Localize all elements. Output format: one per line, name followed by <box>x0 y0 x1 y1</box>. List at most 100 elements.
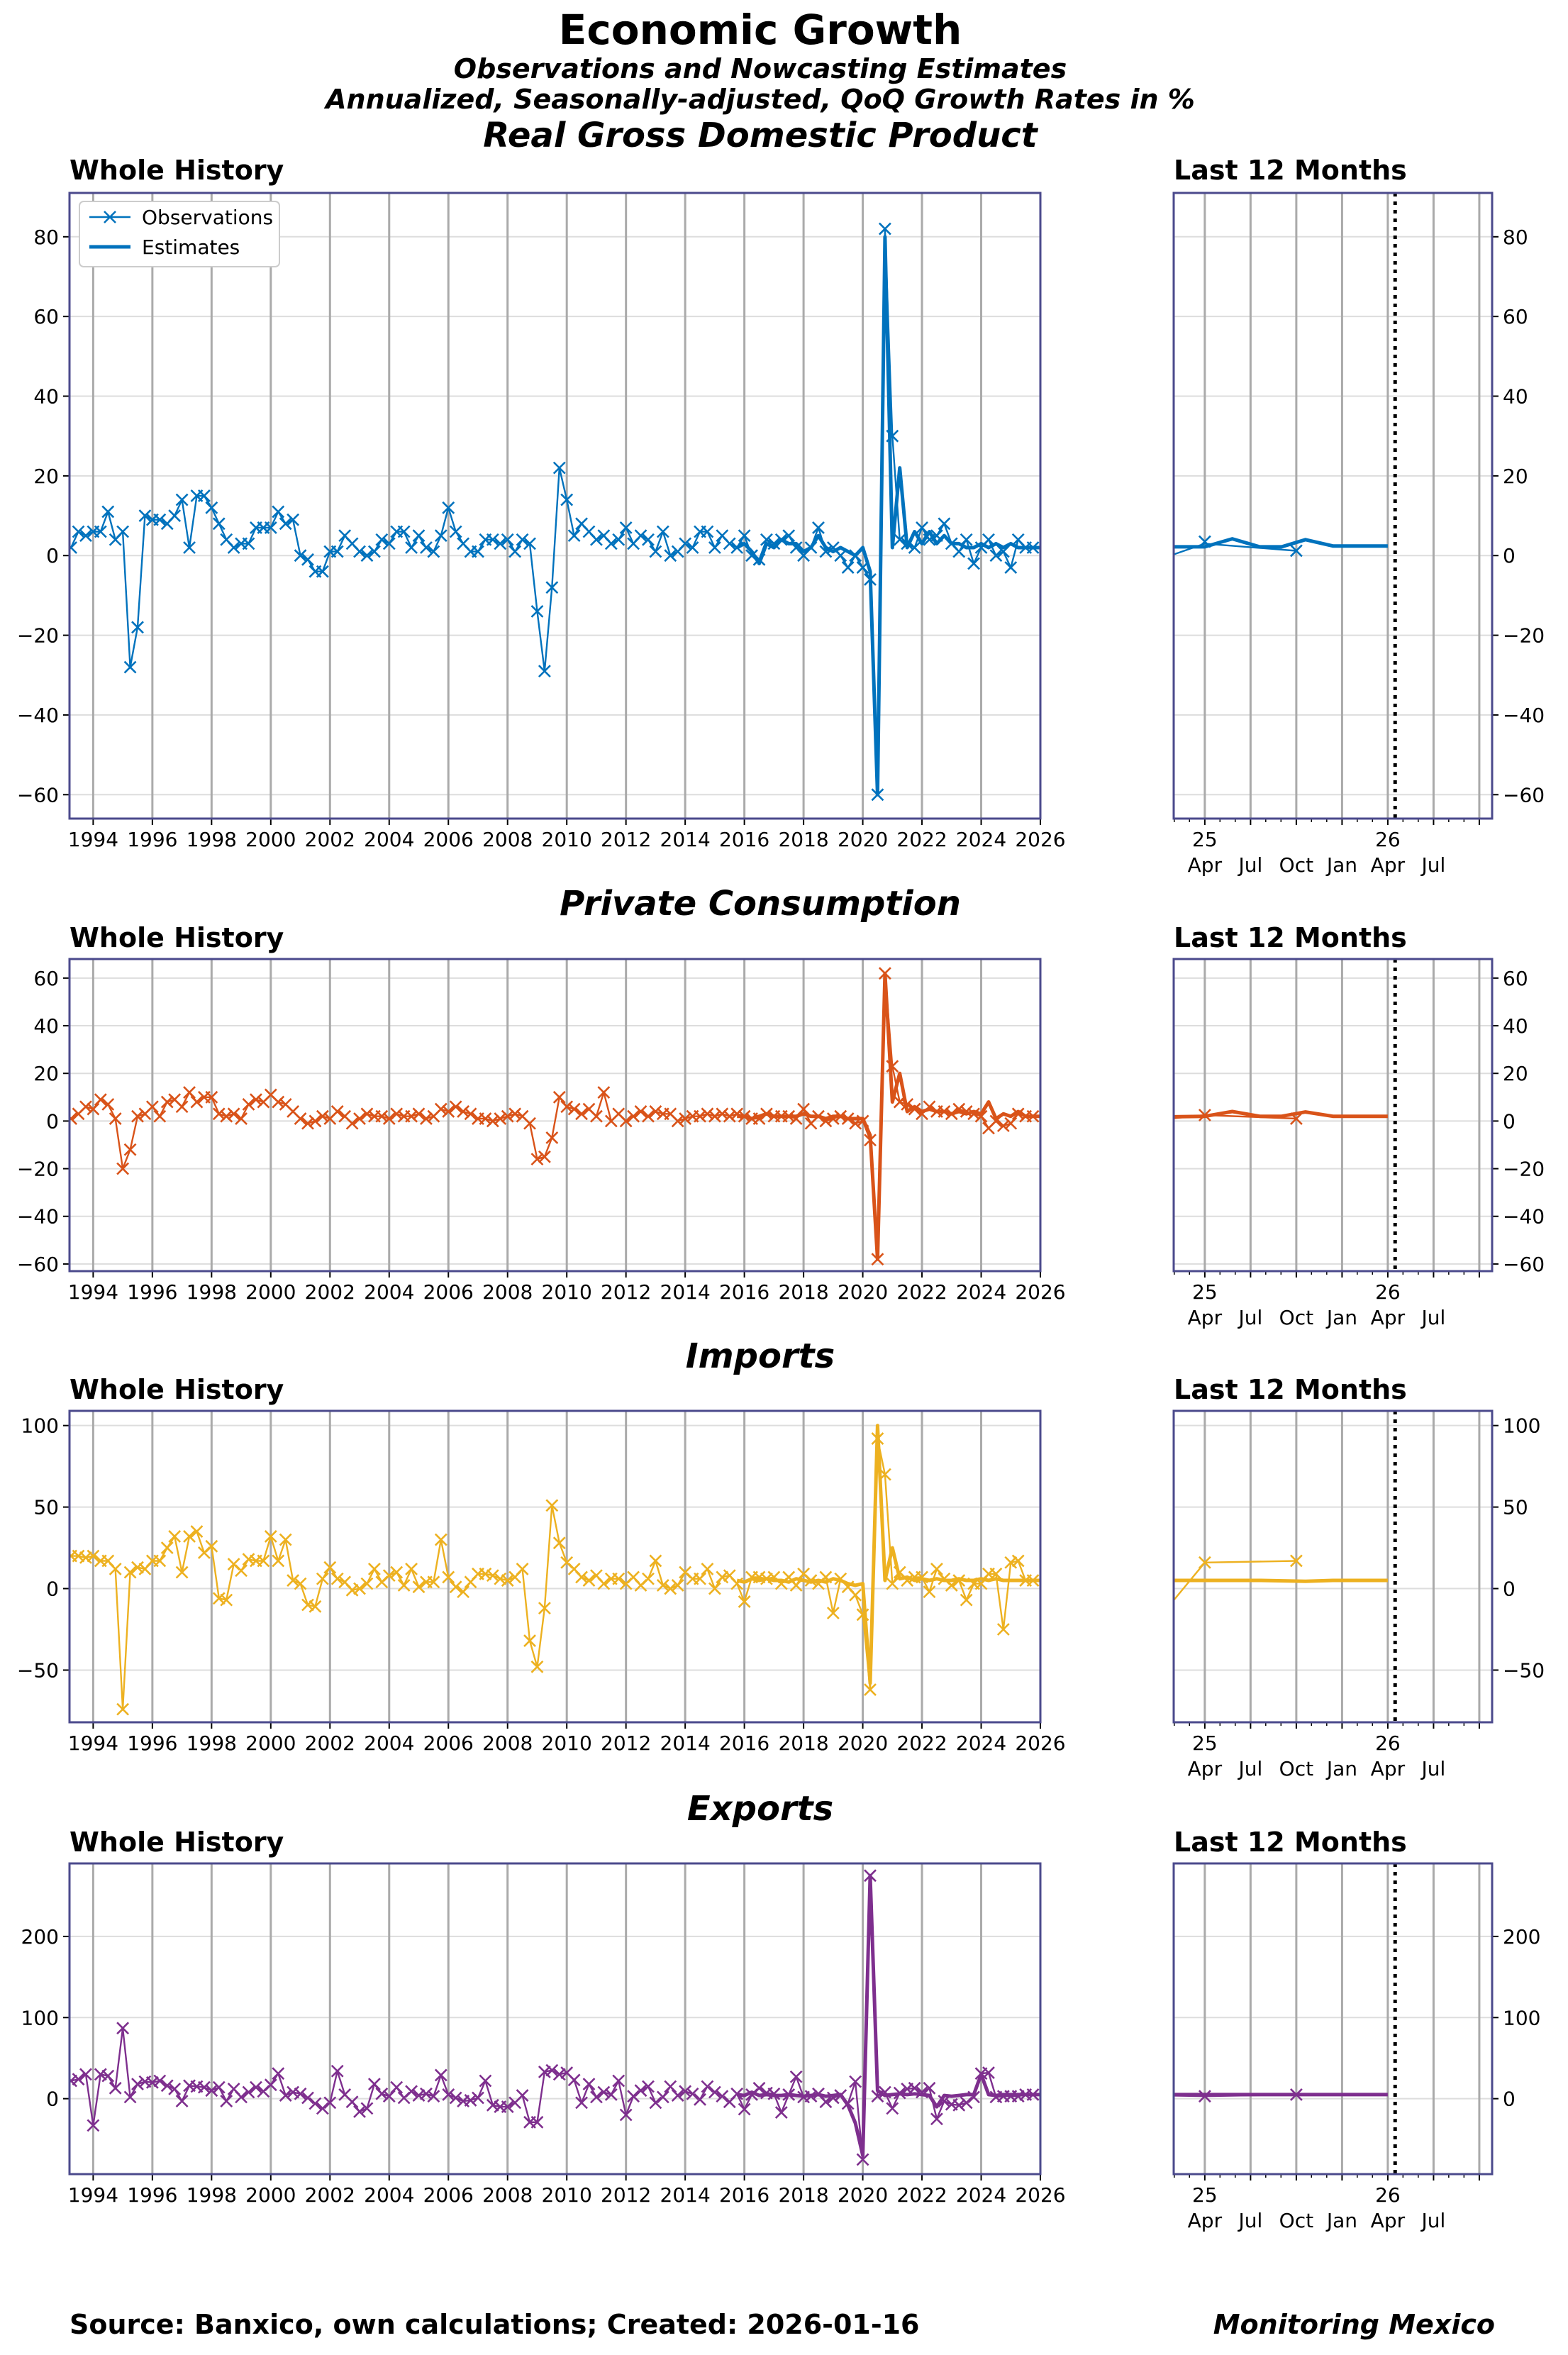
consumption-observation-point <box>131 1109 144 1123</box>
gdp-observation-point <box>782 529 796 543</box>
imports-observation-point <box>131 1561 144 1574</box>
imports-observation-point <box>1011 1554 1025 1568</box>
exports-observation-point <box>264 2078 277 2092</box>
exports-observation-point <box>923 2081 936 2095</box>
consumption-observation-point <box>1026 1109 1040 1123</box>
imports-observation-point <box>960 1593 973 1607</box>
exports-observation-point <box>175 2095 189 2107</box>
exports-observation-point <box>442 2088 455 2101</box>
gdp-observation-point <box>316 565 329 578</box>
gdp-observation-point <box>212 517 226 531</box>
gdp-observation-point <box>967 557 981 570</box>
gdp-observation-point <box>812 521 825 534</box>
exports-observation-point <box>205 2084 218 2098</box>
consumption-observation-point <box>649 1105 662 1118</box>
imports-observation-point <box>175 1566 189 1579</box>
consumption-observation-point <box>301 1116 314 1130</box>
consumption-history-xtick-label: 2012 <box>601 1280 651 1304</box>
gdp-observation-point <box>774 533 788 546</box>
gdp-observation-point <box>101 505 115 519</box>
gdp-observation-point <box>752 553 766 566</box>
imports-recent-month-label: Jan <box>1325 1757 1357 1780</box>
consumption-observation-point <box>242 1097 255 1111</box>
exports-observation-point <box>627 2090 640 2103</box>
gdp-observation-point <box>367 545 381 558</box>
consumption-observation-point <box>834 1109 847 1123</box>
imports-observation-point <box>397 1579 411 1592</box>
consumption-observation-point <box>345 1116 359 1130</box>
consumption-observation-point <box>538 1150 551 1163</box>
imports-observation-point <box>516 1563 529 1575</box>
gdp-observation-point <box>353 545 366 558</box>
exports-observation-point <box>567 2073 581 2087</box>
consumption-observation-point <box>360 1107 374 1121</box>
exports-observation-point <box>272 2067 285 2080</box>
imports-observation-point <box>701 1563 714 1575</box>
legend-observations-label: Observations <box>142 206 273 229</box>
exports-recent-frame <box>1172 1862 1494 2176</box>
exports-observation-point <box>367 2078 381 2090</box>
imports-history-xtick-label: 2026 <box>1015 1731 1065 1755</box>
gdp-history-ytick-label: −40 <box>17 704 59 727</box>
exports-observation-point <box>479 2074 492 2088</box>
imports-history-xtick-label: 2010 <box>542 1731 592 1755</box>
consumption-observation-point <box>945 1107 958 1121</box>
consumption-observation-point <box>494 1112 507 1125</box>
exports-observation-point <box>220 2095 233 2107</box>
consumption-observation-point <box>826 1112 840 1125</box>
imports-observation-point <box>294 1577 307 1590</box>
gdp-history-ytick-label: −20 <box>17 624 59 648</box>
exports-observation-point <box>390 2080 404 2094</box>
gdp-observation-point <box>834 549 847 563</box>
gdp-recent-month-label: Apr <box>1188 853 1223 877</box>
exports-observation-point <box>123 2090 137 2104</box>
exports-recent-month-label: Jul <box>1420 2209 1446 2232</box>
imports-recent-month-label: Jul <box>1237 1757 1262 1780</box>
gdp-recent-ytick-label: 60 <box>1503 305 1528 328</box>
gdp-observation-point <box>301 553 314 566</box>
gdp-observation-point <box>760 533 773 546</box>
source-note: Source: Banxico, own calculations; Creat… <box>69 2309 919 2340</box>
gdp-observation-point <box>72 525 85 538</box>
gdp-recent-observation-point <box>1198 535 1211 548</box>
gdp-observation-point <box>916 521 928 534</box>
imports-history-xtick-label: 1996 <box>127 1731 177 1755</box>
consumption-history-ytick-label: −20 <box>17 1158 59 1181</box>
gdp-observation-point <box>612 533 625 546</box>
exports-observation-point <box>382 2090 396 2103</box>
consumption-observation-point <box>960 1105 973 1118</box>
gdp-recent-ytick-label: 0 <box>1503 544 1516 567</box>
gdp-recent-ytick-label: −40 <box>1503 704 1545 727</box>
consumption-observation-point <box>69 1112 78 1125</box>
consumption-observation-point <box>316 1109 329 1123</box>
exports-observation-point <box>967 2090 981 2104</box>
imports-history-panel: −50 0 50 100 1994 1996 1998 2000 2002 2004 2006 200… <box>17 1409 1066 1755</box>
imports-history-xtick-label: 2012 <box>601 1731 651 1755</box>
consumption-observation-point <box>530 1153 544 1166</box>
consumption-history-xtick-label: 2002 <box>305 1280 355 1304</box>
consumption-observation-point <box>864 1134 877 1147</box>
consumption-observation-point <box>819 1114 833 1128</box>
imports-observation-point <box>612 1572 625 1585</box>
exports-observation-point <box>420 2087 433 2100</box>
exports-observation-point <box>679 2085 692 2098</box>
gdp-observation-point <box>730 541 744 554</box>
consumption-observation-point <box>886 1060 899 1073</box>
consumption-history-xtick-label: 2016 <box>719 1280 769 1304</box>
exports-observation-point <box>886 2102 899 2115</box>
imports-history-xtick-label: 2004 <box>364 1731 414 1755</box>
gdp-history-xtick-label: 1994 <box>68 828 118 851</box>
exports-recent-label: Last 12 Months <box>1174 1827 1407 1858</box>
consumption-observation-point <box>464 1107 477 1121</box>
consumption-observation-point <box>1004 1116 1018 1130</box>
imports-observation-point <box>856 1608 869 1622</box>
gdp-observation-point <box>442 501 455 514</box>
imports-observation-point <box>752 1570 766 1584</box>
imports-recent-month-label: Apr <box>1188 1757 1223 1780</box>
gdp-observation-point <box>538 665 551 678</box>
consumption-observation-point <box>893 1095 906 1109</box>
gdp-history-xtick-label: 2016 <box>719 828 769 851</box>
gdp-history-xtick-label: 2010 <box>542 828 592 851</box>
gdp-history-xtick-label: 2004 <box>364 828 414 851</box>
